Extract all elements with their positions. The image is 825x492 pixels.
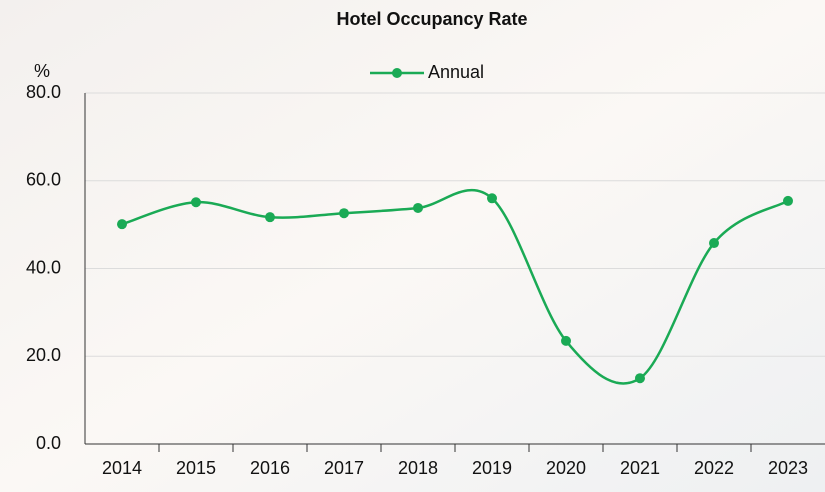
x-tick-label: 2019 bbox=[472, 458, 512, 478]
x-tick-label: 2016 bbox=[250, 458, 290, 478]
x-tick-label: 2015 bbox=[176, 458, 216, 478]
x-tick-label: 2014 bbox=[102, 458, 142, 478]
marker bbox=[117, 219, 127, 230]
marker bbox=[709, 238, 719, 249]
chart-title: Hotel Occupancy Rate bbox=[336, 9, 527, 29]
y-tick-label: 60.0 bbox=[26, 170, 61, 190]
marker bbox=[783, 195, 793, 206]
marker bbox=[265, 212, 275, 223]
x-tick-label: 2018 bbox=[398, 458, 438, 478]
legend-marker bbox=[392, 68, 402, 78]
y-unit-label: % bbox=[34, 61, 50, 81]
y-tick-label: 0.0 bbox=[36, 433, 61, 453]
marker bbox=[413, 202, 423, 213]
x-tick-label: 2022 bbox=[694, 458, 734, 478]
x-tick-label: 2017 bbox=[324, 458, 364, 478]
y-tick-label: 40.0 bbox=[26, 257, 61, 277]
marker bbox=[487, 193, 497, 204]
marker bbox=[191, 197, 201, 208]
x-tick-label: 2020 bbox=[546, 458, 586, 478]
x-tick-label: 2021 bbox=[620, 458, 660, 478]
marker bbox=[339, 208, 349, 219]
marker bbox=[635, 373, 645, 384]
y-tick-label: 20.0 bbox=[26, 345, 61, 365]
x-tick-label: 2023 bbox=[768, 458, 808, 478]
y-tick-label: 80.0 bbox=[26, 82, 61, 102]
legend-label: Annual bbox=[428, 62, 484, 82]
marker bbox=[561, 335, 571, 346]
